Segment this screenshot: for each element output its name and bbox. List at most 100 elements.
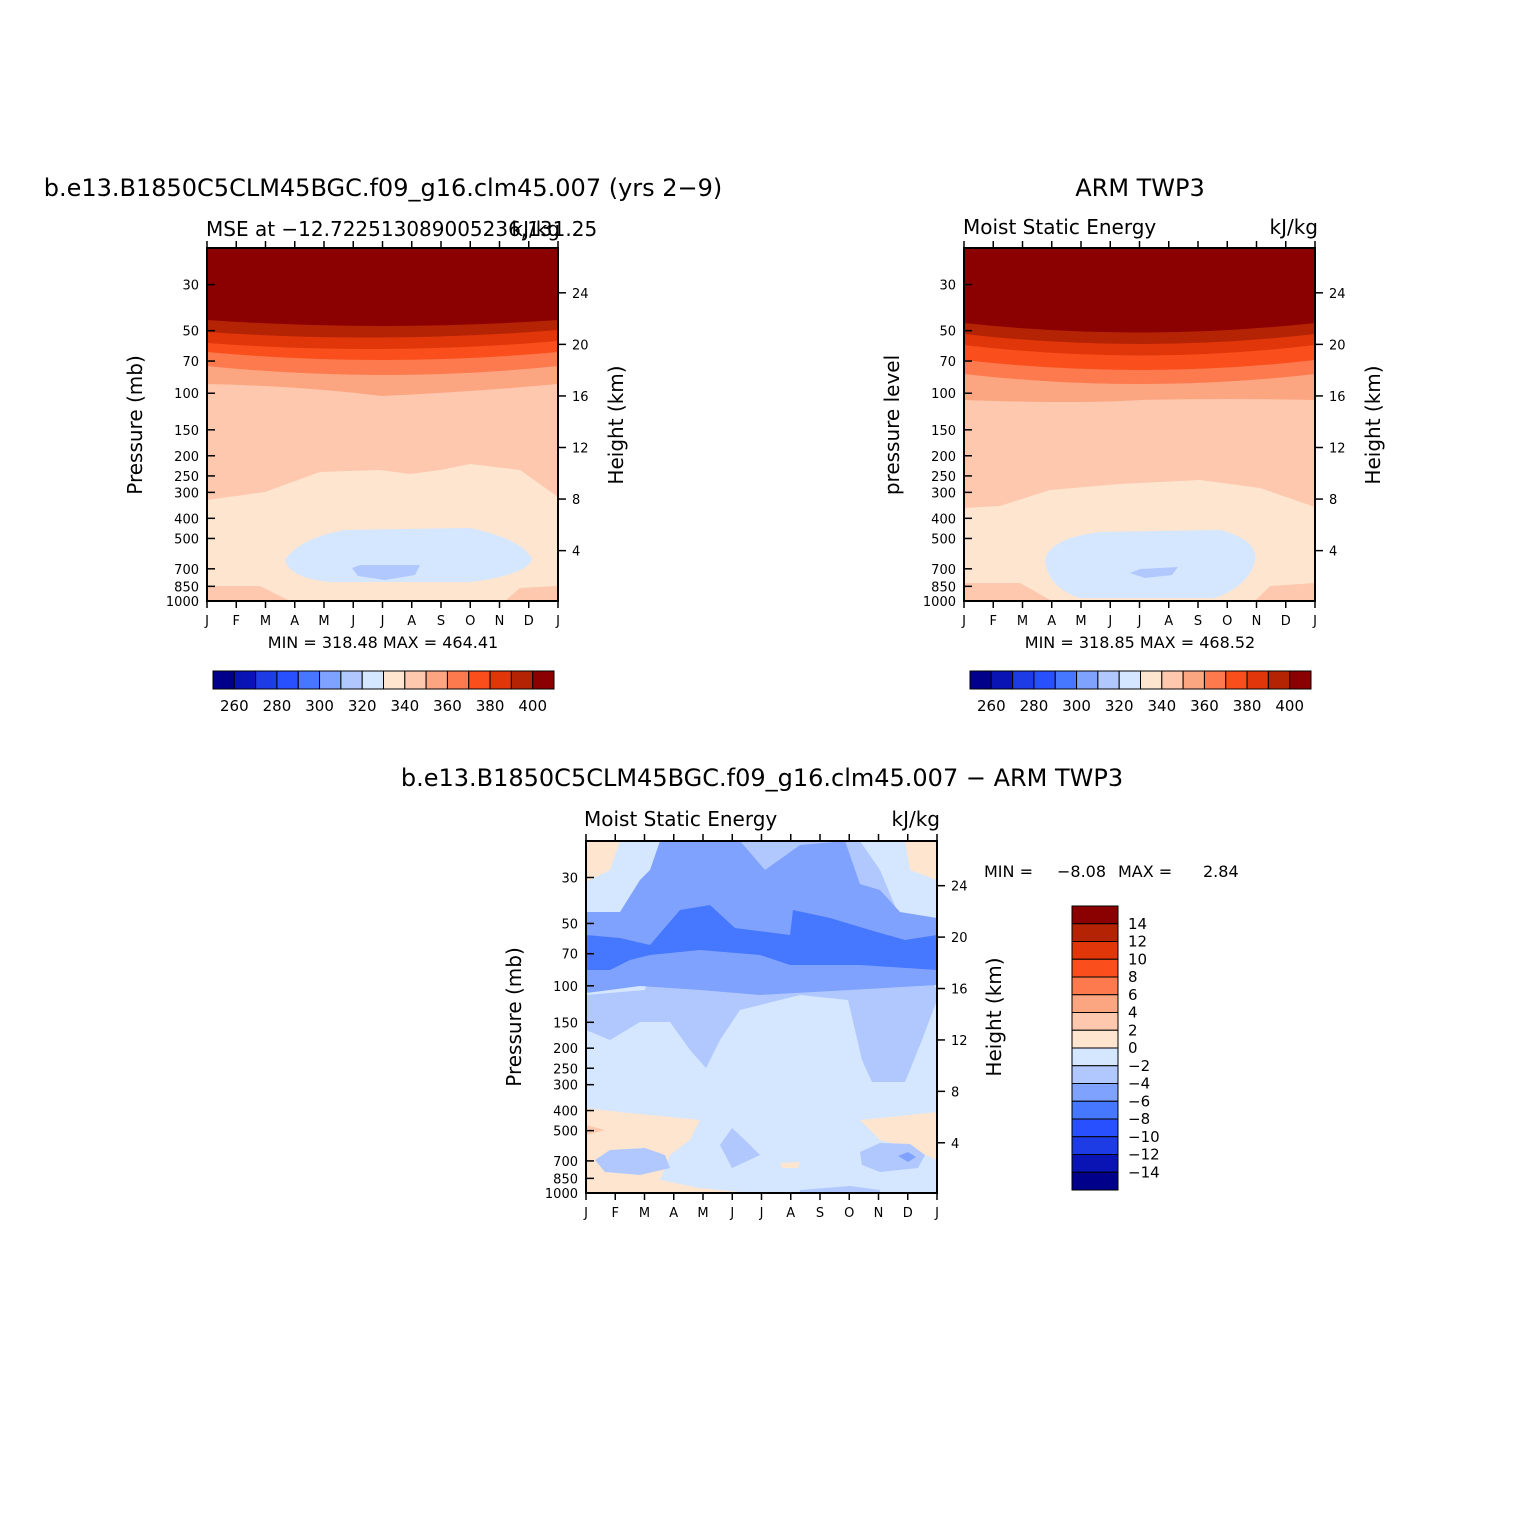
colorbar-swatch	[1289, 670, 1312, 690]
colorbar-tick-label: 260	[220, 697, 249, 715]
month-tick-label: N	[1252, 614, 1262, 629]
colorbar-tick-label: 0	[1128, 1039, 1138, 1057]
y-axis-label: pressure level	[880, 355, 904, 495]
colorbar-tick-label: 380	[476, 697, 505, 715]
colorbar-tick-label: 300	[1062, 697, 1091, 715]
colorbar-tick-label: 360	[1190, 697, 1219, 715]
colorbar-tick-label: 8	[1128, 968, 1138, 986]
colorbar-swatch	[1071, 1029, 1119, 1049]
colorbar-swatch	[1054, 670, 1078, 690]
pressure-tick-label: 700	[174, 563, 199, 578]
pressure-tick-label: 100	[553, 980, 578, 995]
region-0-2-aug	[780, 1162, 800, 1168]
colorbar-swatch	[1182, 670, 1205, 690]
colorbar-swatch	[1246, 670, 1269, 690]
colorbar-swatch	[1097, 670, 1120, 690]
colorbar-swatch	[446, 670, 470, 690]
height-axis: 24 20 16 12 8 4	[1315, 287, 1346, 560]
colorbar-swatch	[1071, 994, 1119, 1013]
colorbar-tick-label: 320	[1105, 697, 1134, 715]
colorbar-swatch	[1071, 958, 1119, 978]
pressure-tick-label: 50	[939, 325, 956, 340]
colorbar-tick-label: −14	[1128, 1163, 1160, 1181]
colorbar-tick-label: −10	[1128, 1128, 1160, 1146]
band-surface-340-350	[207, 586, 290, 601]
region-minus6-minus4-dec	[898, 1152, 916, 1162]
colorbar-swatch	[990, 670, 1014, 690]
colorbar-tick-label: 360	[433, 697, 462, 715]
colorbar-swatch	[1071, 1012, 1119, 1031]
colorbar-swatch	[212, 670, 235, 690]
pressure-tick-label: 100	[931, 387, 956, 402]
colorbar-tick-label: 280	[1020, 697, 1049, 715]
band-310-320	[352, 565, 420, 580]
panel-model: b.e13.B1850C5CLM45BGC.f09_g16.clm45.007 …	[44, 174, 723, 715]
region-2-4-left	[586, 1125, 605, 1135]
colorbar-swatch	[1071, 905, 1119, 925]
month-tick-label: M	[1075, 614, 1086, 629]
pressure-tick-label: 400	[553, 1105, 578, 1120]
pressure-tick-label: 1000	[545, 1187, 578, 1202]
pressure-tick-label: 30	[939, 279, 956, 294]
colorbar-tick-label: 380	[1233, 697, 1262, 715]
pressure-tick-label: 500	[553, 1125, 578, 1140]
colorbar-swatch	[1071, 1171, 1119, 1191]
height-tick-label: 24	[572, 287, 589, 302]
height-tick-label: 4	[951, 1137, 959, 1152]
max-value: 2.84	[1203, 862, 1239, 881]
pressure-tick-label: 70	[939, 355, 956, 370]
pressure-tick-label: 1000	[166, 595, 199, 610]
height-tick-label: 16	[951, 983, 968, 998]
month-tick-label: J	[729, 1206, 734, 1221]
plot-area	[963, 247, 1316, 602]
colorbar-swatch	[1071, 1047, 1119, 1067]
pressure-tick-label: 1000	[923, 595, 956, 610]
min-label: MIN =	[984, 862, 1033, 881]
height-tick-label: 24	[1329, 287, 1346, 302]
band-surface-340-350-right	[1255, 583, 1315, 601]
pressure-tick-label: 70	[561, 948, 578, 963]
height-tick-label: 20	[951, 931, 968, 946]
y-axis-right-label: Height (km)	[604, 365, 628, 484]
band-310-320	[1130, 567, 1178, 578]
month-tick-label: J	[759, 1206, 764, 1221]
colorbar-swatch	[404, 670, 427, 690]
pressure-tick-label: 500	[931, 532, 956, 547]
panel-left-label: Moist Static Energy	[584, 807, 777, 831]
colorbar-swatch	[1161, 670, 1184, 690]
month-tick-label: A	[786, 1206, 795, 1221]
colorbar-swatch	[1071, 1065, 1119, 1084]
region-minus4-minus2-jun	[720, 1128, 760, 1168]
colorbar-swatch	[1140, 670, 1163, 690]
pressure-tick-label: 700	[931, 563, 956, 578]
month-tick-label: J	[1312, 614, 1317, 629]
height-tick-label: 4	[572, 545, 580, 560]
colorbar-tick-label: 280	[263, 697, 292, 715]
colorbar-tick-label: −12	[1128, 1146, 1160, 1164]
height-tick-label: 8	[951, 1085, 959, 1100]
month-tick-label: M	[1017, 614, 1028, 629]
pressure-tick-label: 150	[553, 1016, 578, 1031]
colorbar-tick-label: 300	[305, 697, 334, 715]
month-tick-label: A	[669, 1206, 678, 1221]
month-tick-label: F	[612, 1206, 619, 1221]
month-tick-label: J	[380, 614, 385, 629]
pressure-tick-label: 850	[553, 1172, 578, 1187]
pressure-tick-label: 30	[182, 279, 199, 294]
panel-diff: b.e13.B1850C5CLM45BGC.f09_g16.clm45.007 …	[401, 764, 1239, 1221]
height-tick-label: 12	[1329, 441, 1346, 456]
month-tick-label: N	[495, 614, 505, 629]
month-tick-label: J	[1137, 614, 1142, 629]
colorbar-swatch	[489, 670, 512, 690]
pressure-tick-label: 150	[174, 424, 199, 439]
colorbar-tick-label: 4	[1128, 1004, 1138, 1022]
y-axis-right-label: Height (km)	[1361, 365, 1385, 484]
colorbar-swatch	[361, 670, 384, 690]
month-tick-label: J	[350, 614, 355, 629]
y-axis-label: Pressure (mb)	[123, 355, 147, 495]
month-tick-label: M	[639, 1206, 650, 1221]
pressure-tick-label: 850	[174, 580, 199, 595]
